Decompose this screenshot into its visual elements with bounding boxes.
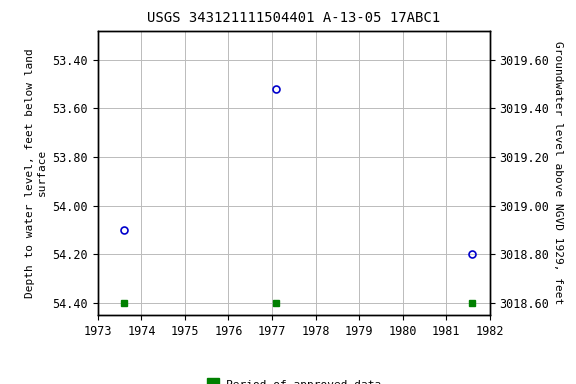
Y-axis label: Groundwater level above NGVD 1929, feet: Groundwater level above NGVD 1929, feet [553, 41, 563, 305]
Title: USGS 343121111504401 A-13-05 17ABC1: USGS 343121111504401 A-13-05 17ABC1 [147, 12, 440, 25]
Y-axis label: Depth to water level, feet below land
surface: Depth to water level, feet below land su… [25, 48, 47, 298]
Legend: Period of approved data: Period of approved data [202, 376, 385, 384]
